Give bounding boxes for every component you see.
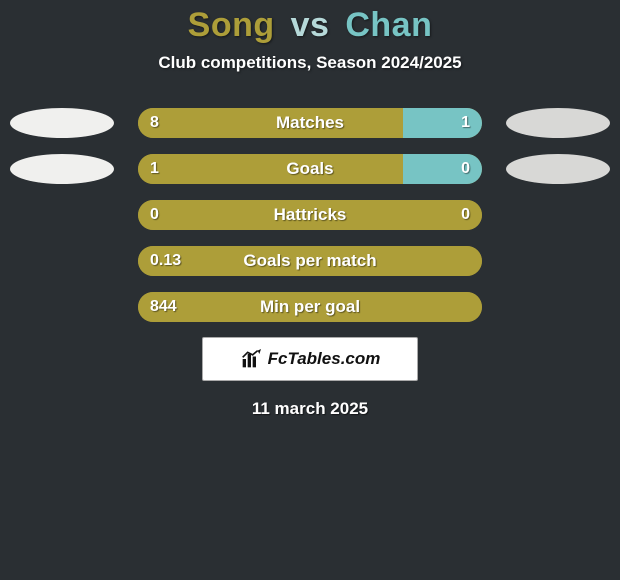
stat-bar-right-segment (403, 154, 482, 184)
brand-badge: FcTables.com (202, 337, 418, 381)
stat-bar: 844 Min per goal (138, 292, 482, 322)
stat-value-right: 0 (461, 206, 470, 224)
stat-value-left: 0.13 (150, 252, 181, 270)
stat-bar-left-segment (138, 154, 403, 184)
chart-bars-icon (240, 349, 262, 369)
player2-oval (506, 246, 610, 276)
stat-value-left: 0 (150, 206, 159, 224)
player2-oval (506, 292, 610, 322)
player2-oval (506, 200, 610, 230)
stat-value-left: 1 (150, 160, 159, 178)
stat-value-left: 844 (150, 298, 177, 316)
stat-value-right: 1 (461, 114, 470, 132)
player2-oval (506, 108, 610, 138)
stat-bar: 8 1 Matches (138, 108, 482, 138)
stat-label: Matches (276, 113, 344, 133)
player2-oval (506, 154, 610, 184)
stat-bar-left-segment (138, 108, 403, 138)
comparison-infographic: Song vs Chan Club competitions, Season 2… (0, 0, 620, 419)
stat-rows: 8 1 Matches 1 0 Goals 0 0 Hattricks 0.13 Goals per… (0, 107, 620, 323)
title-player1: Song (188, 6, 275, 44)
stat-row: 0.13 Goals per match (0, 245, 620, 277)
stat-label: Goals (286, 159, 333, 179)
brand-label: FcTables.com (268, 349, 381, 369)
subtitle: Club competitions, Season 2024/2025 (0, 53, 620, 73)
player1-oval (10, 200, 114, 230)
title-vs: vs (291, 6, 330, 44)
stat-label: Hattricks (274, 205, 347, 225)
stat-label: Goals per match (243, 251, 376, 271)
title-player2: Chan (345, 6, 432, 44)
stat-row: 0 0 Hattricks (0, 199, 620, 231)
stat-row: 844 Min per goal (0, 291, 620, 323)
stat-value-right: 0 (461, 160, 470, 178)
stat-bar: 1 0 Goals (138, 154, 482, 184)
stat-row: 8 1 Matches (0, 107, 620, 139)
player1-oval (10, 292, 114, 322)
player1-oval (10, 246, 114, 276)
stat-bar: 0 0 Hattricks (138, 200, 482, 230)
stat-value-left: 8 (150, 114, 159, 132)
page-title: Song vs Chan (0, 6, 620, 45)
player1-oval (10, 154, 114, 184)
footer-date: 11 march 2025 (0, 399, 620, 419)
stat-label: Min per goal (260, 297, 360, 317)
stat-bar-right-segment (403, 108, 482, 138)
stat-row: 1 0 Goals (0, 153, 620, 185)
player1-oval (10, 108, 114, 138)
stat-bar: 0.13 Goals per match (138, 246, 482, 276)
